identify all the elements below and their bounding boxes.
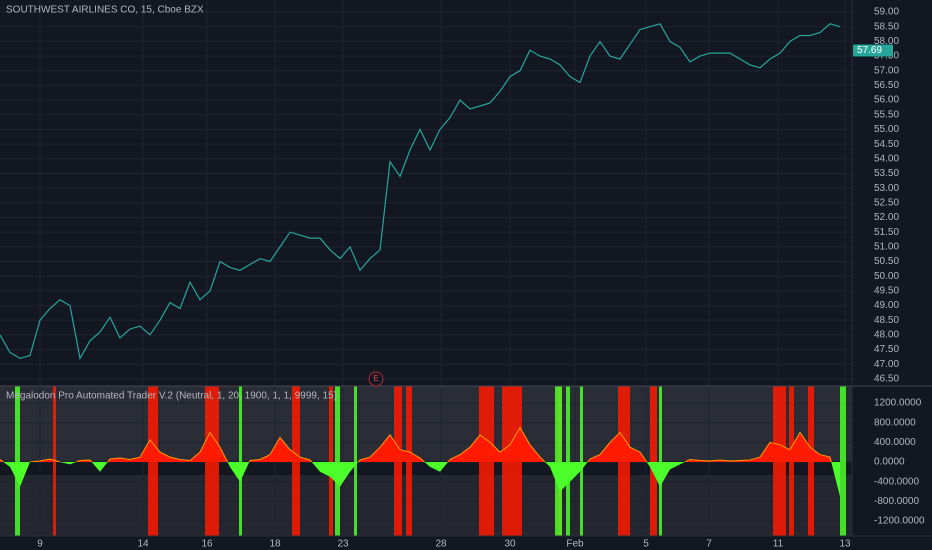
y-tick-label: 50.50: [874, 256, 899, 267]
x-tick-label: Feb: [566, 539, 584, 550]
y-tick-label: 54.00: [874, 153, 899, 164]
grid: [0, 0, 852, 536]
x-tick-label: 30: [504, 539, 516, 550]
y-tick-label: -1200.0000: [874, 516, 925, 527]
last-price-box: [853, 44, 893, 57]
signal-band: [580, 386, 583, 536]
signal-band: [840, 386, 846, 536]
signal-band: [555, 386, 562, 536]
price-line: [0, 23, 841, 361]
y-tick-label: 800.0000: [874, 417, 916, 428]
y-tick-label: -400.0000: [874, 476, 919, 487]
event-marker[interactable]: [368, 371, 384, 387]
x-tick-label: 14: [137, 539, 149, 550]
signal-band: [566, 386, 570, 536]
y-tick-label: 56.00: [874, 95, 899, 106]
x-tick-label: 23: [337, 539, 349, 550]
y-tick-label: 58.00: [874, 36, 899, 47]
x-tick-label: 16: [201, 539, 213, 550]
x-tick-label: 5: [643, 539, 649, 550]
signal-band: [659, 386, 662, 536]
y-tick-label: 400.0000: [874, 437, 916, 448]
y-tick-label: 53.50: [874, 168, 899, 179]
x-tick-label: 11: [773, 539, 784, 550]
event-label: E: [373, 374, 378, 383]
chart-title: SOUTHWEST AIRLINES CO, 15, Cboe BZX: [6, 5, 204, 16]
indicator-line: [0, 426, 832, 462]
y-tick-label: 51.50: [874, 227, 899, 238]
y-tick-label: 50.00: [874, 271, 899, 282]
y-tick-label: 49.50: [874, 286, 899, 297]
positive-area: [0, 427, 832, 462]
y-tick-label: 46.50: [874, 374, 899, 385]
y-tick-label: 1200.0000: [874, 398, 922, 409]
y-tick-label: -800.0000: [874, 496, 919, 507]
y-tick-label: 54.50: [874, 139, 899, 150]
signal-band: [329, 386, 333, 536]
y-tick-label: 53.00: [874, 183, 899, 194]
y-tick-label: 56.50: [874, 80, 899, 91]
y-tick-label: 48.00: [874, 330, 899, 341]
signal-band: [650, 386, 657, 536]
y-tick-label: 51.00: [874, 242, 899, 253]
y-tick-label: 52.50: [874, 197, 899, 208]
x-tick-label: 18: [269, 539, 281, 550]
signal-band: [335, 386, 340, 536]
y-tick-label: 49.00: [874, 300, 899, 311]
y-tick-label: 55.00: [874, 124, 899, 135]
y-tick-label: 59.00: [874, 7, 899, 18]
y-tick-label: 0.0000: [874, 457, 905, 468]
y-tick-label: 48.50: [874, 315, 899, 326]
y-tick-label: 52.00: [874, 212, 899, 223]
x-tick-label: 13: [839, 539, 851, 550]
y-tick-label: 47.50: [874, 344, 899, 355]
x-tick-label: 28: [435, 539, 447, 550]
signal-band: [15, 386, 20, 536]
y-tick-label: 58.50: [874, 21, 899, 32]
y-tick-label: 47.00: [874, 359, 899, 370]
y-tick-label: 57.00: [874, 65, 899, 76]
indicator-lower-zone: [0, 475, 852, 536]
signal-band: [354, 386, 357, 536]
x-tick-label: 9: [37, 539, 43, 550]
y-tick-label: 55.50: [874, 109, 899, 120]
last-price-label: 57.69: [857, 45, 882, 56]
marks: [0, 23, 846, 536]
indicator-title: Megalodon Pro Automated Trader V.2 (Neut…: [6, 391, 337, 402]
indicator-upper-zone: [0, 386, 852, 461]
signal-band: [239, 386, 242, 536]
x-tick-label: 7: [706, 539, 712, 550]
